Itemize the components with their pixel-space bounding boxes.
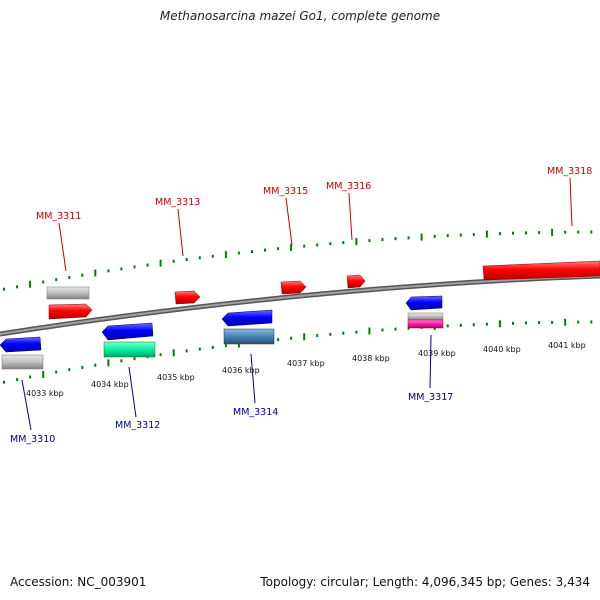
gene-feature-magenta[interactable] (407, 319, 444, 329)
gene-features-forward (46, 260, 600, 320)
scale-label: 4039 kbp (418, 349, 456, 358)
gene-label-mm-3312[interactable]: MM_3312 (115, 420, 160, 431)
gene-feature-green[interactable] (103, 341, 156, 358)
gene-feature-gray[interactable] (46, 286, 90, 300)
gene-label-mm-3317[interactable]: MM_3317 (408, 392, 453, 403)
gene-label-mm-3310[interactable]: MM_3310 (10, 434, 55, 445)
scale-ticks-top (3, 228, 593, 291)
gene-label-mm-3316[interactable]: MM_3316 (326, 181, 371, 192)
gene-label-mm-3313[interactable]: MM_3313 (155, 197, 200, 208)
gene-labels-reverse: MM_3310 MM_3312 MM_3314 MM_3317 (10, 334, 453, 445)
gene-feature-gray[interactable] (1, 354, 44, 370)
map-title: Methanosarcina mazei Go1, complete genom… (159, 9, 441, 23)
scale-label: 4040 kbp (483, 345, 521, 354)
scale-label: 4038 kbp (352, 354, 390, 363)
gene-feature-mm-3317[interactable] (405, 295, 443, 311)
scale-label: 4033 kbp (26, 389, 64, 398)
gene-feature-mm-3315[interactable] (280, 280, 307, 295)
gene-label-mm-3311[interactable]: MM_3311 (36, 211, 81, 222)
gene-feature-mm-3312[interactable] (101, 322, 154, 341)
gene-feature-gray[interactable] (407, 312, 444, 321)
gene-labels-forward: MM_3311 MM_3313 MM_3315 MM_3316 MM_3318 (36, 166, 592, 272)
gene-feature-mm-3316[interactable] (346, 274, 366, 289)
scale-labels: 4033 kbp 4034 kbp 4035 kbp 4036 kbp 4037… (26, 341, 586, 398)
scale-label: 4035 kbp (157, 373, 195, 382)
gene-label-mm-3315[interactable]: MM_3315 (263, 186, 308, 197)
scale-label: 4037 kbp (287, 359, 325, 368)
gene-feature-mm-3318[interactable] (482, 260, 600, 281)
gene-feature-mm-3313[interactable] (174, 290, 201, 305)
gene-label-mm-3314[interactable]: MM_3314 (233, 407, 278, 418)
gene-feature-steel[interactable] (223, 328, 275, 345)
gene-feature-mm-3310[interactable] (0, 336, 42, 353)
topology-text: Topology: circular; Length: 4,096,345 bp… (260, 575, 590, 589)
gene-features-reverse (0, 295, 444, 370)
scale-label: 4041 kbp (548, 341, 586, 350)
scale-label: 4036 kbp (222, 366, 260, 375)
gene-feature-mm-3311[interactable] (48, 303, 93, 320)
scale-label: 4034 kbp (91, 380, 129, 389)
gene-feature-mm-3314[interactable] (221, 309, 273, 327)
gene-label-mm-3318[interactable]: MM_3318 (547, 166, 592, 177)
accession-text: Accession: NC_003901 (10, 575, 147, 589)
